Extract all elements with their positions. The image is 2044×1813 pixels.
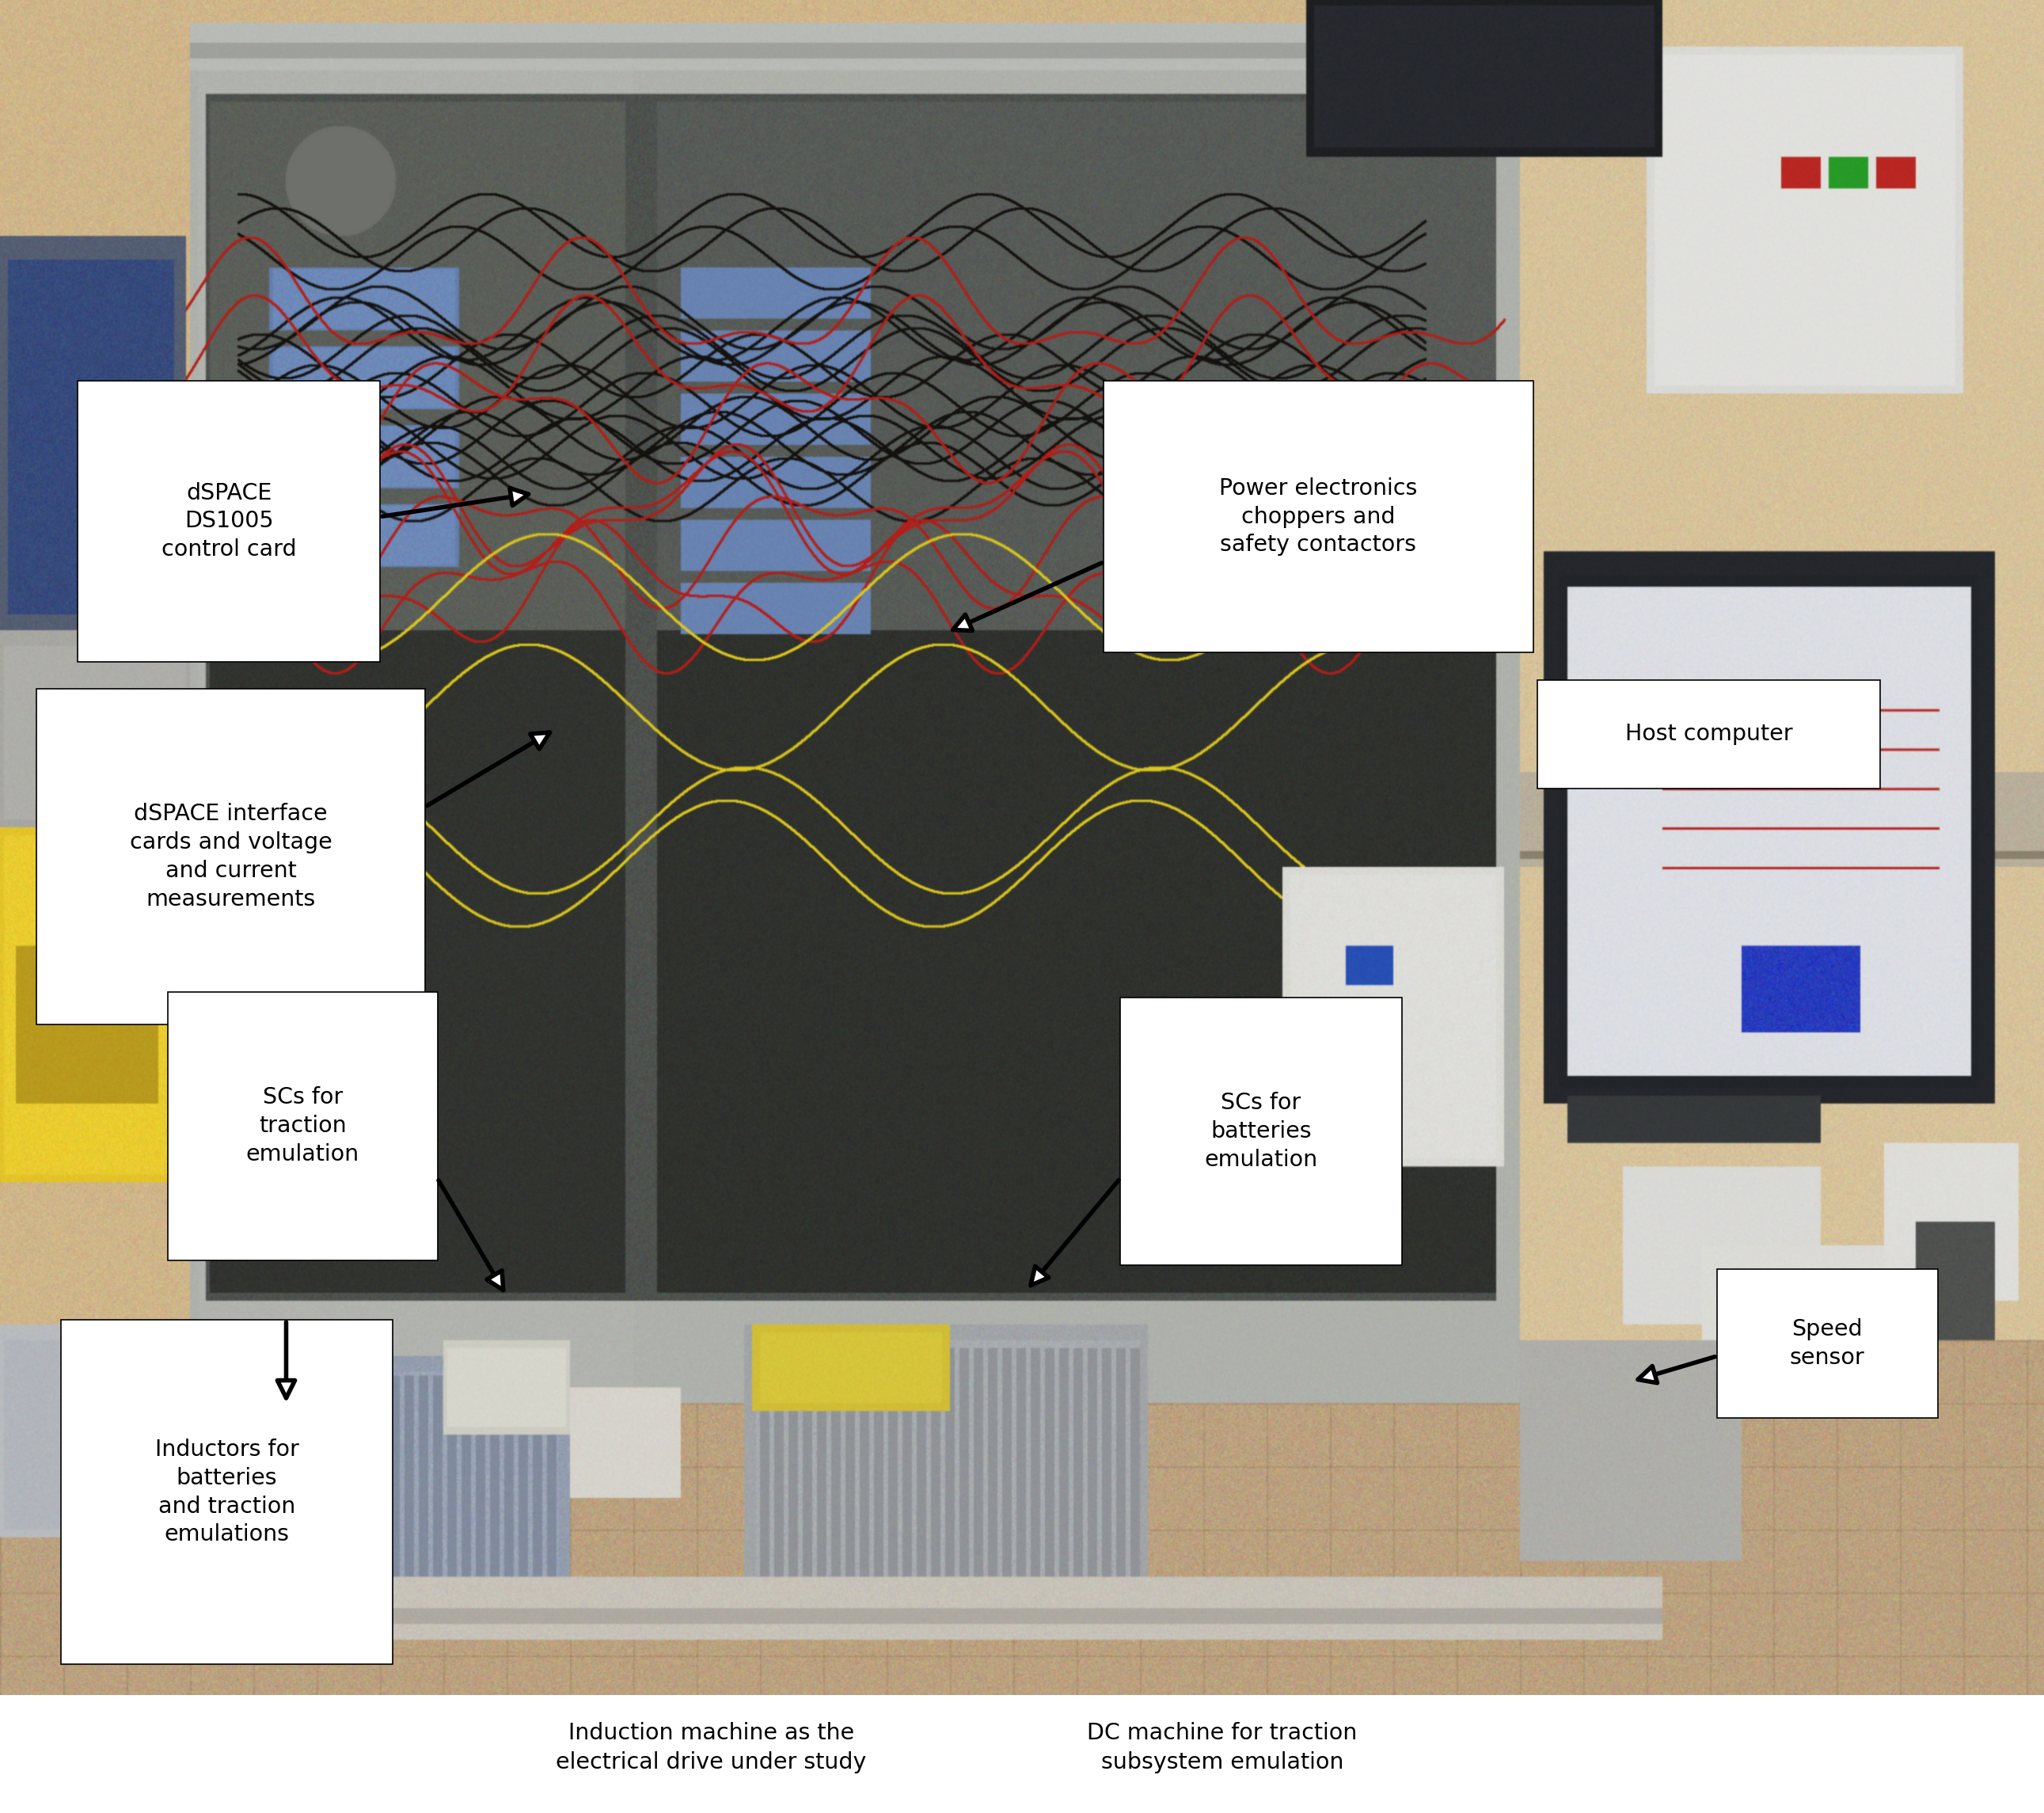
FancyBboxPatch shape bbox=[78, 381, 380, 662]
FancyBboxPatch shape bbox=[1537, 680, 1880, 789]
Text: SCs for
batteries
emulation: SCs for batteries emulation bbox=[1204, 1091, 1318, 1171]
Text: Speed
sensor: Speed sensor bbox=[1791, 1318, 1864, 1369]
Text: Induction machine as the
electrical drive under study: Induction machine as the electrical driv… bbox=[556, 1722, 867, 1773]
Text: Inductors for
batteries
and traction
emulations: Inductors for batteries and traction emu… bbox=[155, 1440, 298, 1545]
FancyBboxPatch shape bbox=[37, 689, 425, 1024]
Text: Power electronics
choppers and
safety contactors: Power electronics choppers and safety co… bbox=[1220, 477, 1416, 557]
FancyBboxPatch shape bbox=[1120, 997, 1402, 1265]
Text: dSPACE interface
cards and voltage
and current
measurements: dSPACE interface cards and voltage and c… bbox=[129, 803, 333, 910]
Text: SCs for
traction
emulation: SCs for traction emulation bbox=[245, 1086, 360, 1166]
FancyBboxPatch shape bbox=[1104, 381, 1533, 653]
FancyBboxPatch shape bbox=[168, 992, 437, 1260]
FancyBboxPatch shape bbox=[61, 1320, 392, 1664]
Text: DC machine for traction
subsystem emulation: DC machine for traction subsystem emulat… bbox=[1087, 1722, 1357, 1773]
FancyBboxPatch shape bbox=[1717, 1269, 1938, 1418]
Text: dSPACE
DS1005
control card: dSPACE DS1005 control card bbox=[161, 482, 296, 560]
Text: Host computer: Host computer bbox=[1625, 723, 1793, 745]
